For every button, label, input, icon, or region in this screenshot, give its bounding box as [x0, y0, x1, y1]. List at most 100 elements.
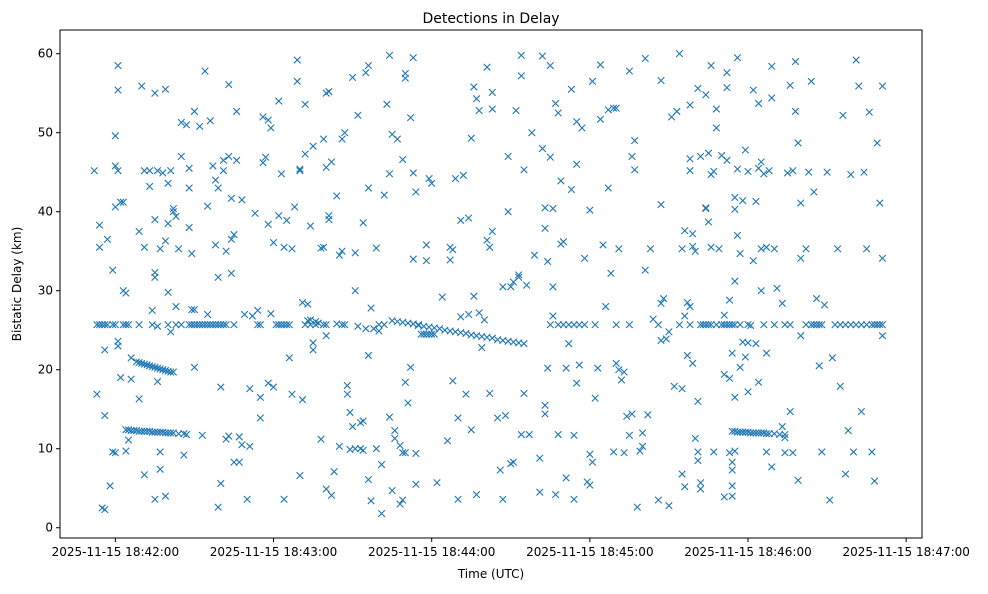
- data-point: [554, 109, 562, 117]
- data-point: [354, 111, 362, 120]
- data-point: [802, 245, 810, 253]
- data-point: [847, 320, 855, 329]
- data-point: [728, 349, 736, 357]
- data-point: [172, 302, 180, 311]
- data-point: [657, 299, 665, 308]
- data-point: [111, 162, 120, 170]
- data-point: [612, 104, 620, 112]
- data-point: [101, 346, 109, 354]
- data-point: [744, 167, 752, 176]
- data-point: [375, 320, 383, 329]
- data-point: [362, 324, 370, 333]
- data-point: [778, 299, 786, 308]
- data-point: [364, 475, 373, 484]
- data-point: [227, 194, 236, 202]
- data-point: [153, 428, 162, 436]
- data-point: [449, 377, 457, 385]
- data-point: [145, 182, 154, 191]
- data-point: [177, 320, 185, 329]
- data-point: [467, 426, 475, 434]
- data-point: [725, 320, 734, 329]
- chart-title: Detections in Delay: [422, 11, 559, 27]
- data-point: [665, 328, 673, 336]
- data-point: [145, 166, 154, 175]
- data-point: [240, 310, 249, 319]
- data-point: [459, 171, 468, 180]
- data-point: [114, 337, 122, 345]
- data-point: [686, 302, 694, 311]
- data-point: [225, 80, 233, 89]
- data-point: [343, 381, 352, 390]
- data-point: [565, 339, 573, 348]
- data-point: [681, 312, 689, 320]
- data-point: [422, 241, 431, 249]
- data-point: [781, 430, 789, 439]
- data-point: [725, 296, 734, 304]
- data-point: [591, 394, 599, 402]
- data-point: [588, 458, 597, 466]
- data-point: [754, 378, 763, 387]
- data-point: [551, 99, 560, 108]
- y-tick-label: 30: [38, 284, 53, 298]
- data-point: [359, 417, 367, 425]
- data-point: [575, 361, 583, 369]
- data-point: [812, 320, 821, 329]
- data-point: [641, 54, 649, 63]
- data-point: [472, 490, 481, 499]
- data-point: [214, 273, 222, 281]
- data-point: [688, 230, 697, 238]
- data-point: [338, 247, 346, 255]
- data-point: [138, 427, 146, 436]
- data-point: [807, 77, 815, 86]
- data-point: [485, 243, 494, 251]
- data-point: [298, 298, 307, 307]
- data-point: [203, 310, 212, 319]
- data-point: [707, 320, 715, 329]
- data-point: [878, 254, 887, 263]
- data-point: [736, 428, 744, 436]
- data-point: [723, 83, 731, 92]
- y-tick-label: 50: [38, 126, 53, 140]
- data-point: [728, 492, 736, 500]
- data-point: [322, 485, 330, 493]
- data-point: [269, 238, 278, 247]
- data-point: [138, 82, 146, 90]
- data-point: [483, 236, 491, 244]
- data-point: [377, 509, 386, 518]
- data-point: [762, 349, 771, 357]
- data-point: [810, 188, 818, 196]
- data-point: [254, 320, 262, 329]
- data-point: [188, 249, 196, 258]
- data-point: [351, 249, 359, 257]
- data-point: [781, 320, 789, 329]
- data-point: [264, 379, 272, 387]
- x-tick-label: 2025-11-15 18:46:00: [684, 545, 811, 559]
- data-point: [309, 142, 317, 150]
- data-point: [351, 287, 359, 295]
- data-point: [109, 448, 117, 456]
- data-point: [351, 445, 359, 453]
- data-point: [140, 471, 149, 479]
- data-point: [119, 320, 127, 329]
- data-point: [649, 315, 657, 323]
- data-point: [327, 158, 336, 166]
- data-point: [322, 332, 330, 340]
- data-point: [623, 412, 631, 421]
- data-point: [873, 320, 881, 329]
- data-point: [733, 53, 742, 62]
- data-point: [364, 184, 373, 192]
- data-point: [409, 53, 417, 62]
- data-point: [140, 360, 149, 368]
- data-point: [567, 85, 576, 93]
- data-point: [675, 320, 684, 329]
- data-point: [757, 245, 765, 253]
- data-point: [206, 117, 214, 125]
- data-point: [301, 100, 309, 108]
- data-point: [749, 257, 757, 265]
- data-point: [868, 448, 876, 456]
- data-point: [230, 458, 238, 466]
- data-point: [865, 108, 873, 116]
- data-point: [206, 320, 214, 329]
- data-point: [433, 479, 441, 487]
- data-point: [151, 495, 159, 503]
